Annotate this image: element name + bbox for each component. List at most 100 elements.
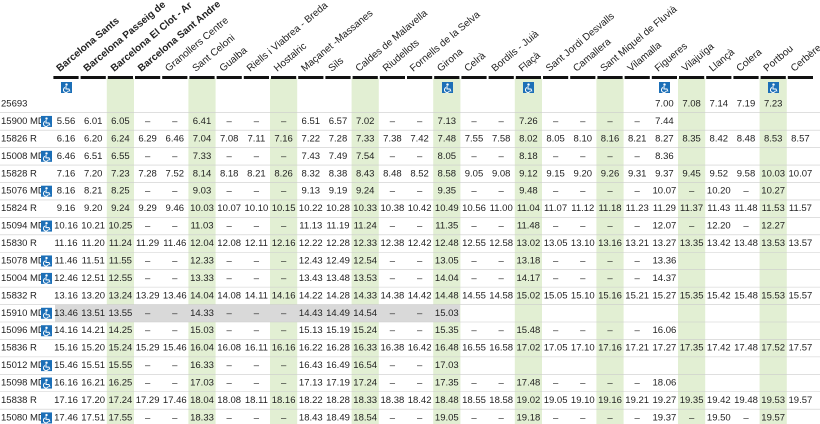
- station-underline: [733, 76, 759, 79]
- time: 17.03: [435, 360, 459, 371]
- time: –: [607, 325, 613, 336]
- accessibility-icon: [442, 82, 453, 93]
- time: –: [390, 360, 396, 371]
- time: 6.41: [193, 116, 212, 127]
- time: –: [499, 325, 505, 336]
- station-accessibility-icons: [61, 82, 779, 93]
- train-type: R: [30, 343, 37, 354]
- station-underline: [679, 76, 705, 79]
- time: 10.07: [217, 203, 241, 214]
- time: 17.52: [761, 343, 785, 354]
- time: 9.48: [519, 186, 538, 197]
- time: 8.05: [438, 151, 457, 162]
- time: 11.13: [299, 221, 322, 232]
- time: 16.21: [81, 378, 105, 389]
- time: 9.29: [138, 203, 157, 214]
- time: 8.21: [84, 186, 103, 197]
- time: –: [172, 186, 178, 197]
- time: –: [635, 151, 641, 162]
- time: –: [227, 412, 233, 423]
- time: 17.16: [598, 343, 622, 354]
- time: 17.35: [680, 343, 704, 354]
- time: –: [689, 186, 695, 197]
- train-number: 15096: [1, 325, 27, 336]
- time: 15.20: [81, 343, 105, 354]
- icon-head: [45, 221, 48, 225]
- time: 11.53: [762, 203, 785, 214]
- time: –: [635, 221, 641, 232]
- time: 19.35: [680, 395, 704, 406]
- time: 12.49: [326, 255, 350, 266]
- time: 14.21: [81, 325, 105, 336]
- time: 7.08: [220, 133, 239, 144]
- time: 13.02: [517, 238, 541, 249]
- time: 15.55: [109, 360, 133, 371]
- time: 18.28: [326, 395, 350, 406]
- time: –: [580, 116, 586, 127]
- train-type: R: [30, 238, 37, 249]
- time: 18.58: [489, 395, 513, 406]
- time: 16.04: [190, 343, 214, 354]
- time: 7.58: [492, 133, 511, 144]
- time: 13.36: [653, 255, 677, 266]
- time: 9.37: [655, 168, 674, 179]
- train-number: 15004: [1, 273, 27, 284]
- time: 14.33: [353, 290, 377, 301]
- time: 15.16: [598, 290, 622, 301]
- time: –: [607, 116, 613, 127]
- time: 18.16: [272, 395, 296, 406]
- station-underline: [488, 76, 514, 79]
- time: –: [417, 325, 423, 336]
- time: 7.48: [438, 133, 457, 144]
- time: 13.57: [789, 238, 813, 249]
- time: 7.28: [138, 168, 157, 179]
- time: 13.21: [625, 238, 649, 249]
- station-underline: [597, 76, 623, 79]
- time: –: [553, 186, 559, 197]
- time: –: [172, 116, 178, 127]
- time: 9.13: [302, 186, 321, 197]
- time: 10.38: [381, 203, 405, 214]
- time: 7.04: [193, 133, 212, 144]
- train-number: 15900: [1, 116, 27, 127]
- time: 8.27: [655, 133, 674, 144]
- time: –: [145, 255, 151, 266]
- time: 7.11: [248, 133, 266, 144]
- time: 7.33: [356, 133, 375, 144]
- time: 7.02: [356, 116, 375, 127]
- time: 13.10: [571, 238, 595, 249]
- time: 7.44: [655, 116, 674, 127]
- time: 18.33: [353, 395, 377, 406]
- time: 7.14: [710, 99, 729, 110]
- time: 9.16: [57, 203, 76, 214]
- time: 19.05: [544, 395, 568, 406]
- time: –: [471, 186, 477, 197]
- time: 8.14: [193, 168, 212, 179]
- time: –: [281, 308, 287, 319]
- time: 16.08: [217, 343, 241, 354]
- time: 11.29: [136, 238, 159, 249]
- time: 19.02: [517, 395, 541, 406]
- time: 15.48: [734, 290, 758, 301]
- time: 13.35: [680, 238, 704, 249]
- time: 17.13: [299, 378, 323, 389]
- time: –: [254, 273, 260, 284]
- time: 15.51: [81, 360, 105, 371]
- time: 14.49: [326, 308, 350, 319]
- time: 18.48: [435, 395, 459, 406]
- time: 9.08: [492, 168, 511, 179]
- time: 8.48: [737, 133, 756, 144]
- time: 13.18: [517, 255, 541, 266]
- time: 8.18: [519, 151, 538, 162]
- time: –: [417, 151, 423, 162]
- time: 14.38: [381, 290, 405, 301]
- time: 8.36: [655, 151, 674, 162]
- time: 14.54: [353, 308, 377, 319]
- time: 9.26: [601, 168, 620, 179]
- time: 8.35: [682, 133, 701, 144]
- time: 11.03: [190, 221, 213, 232]
- time: –: [580, 255, 586, 266]
- time: 9.03: [193, 186, 212, 197]
- column-band: [106, 78, 134, 424]
- time: –: [254, 221, 260, 232]
